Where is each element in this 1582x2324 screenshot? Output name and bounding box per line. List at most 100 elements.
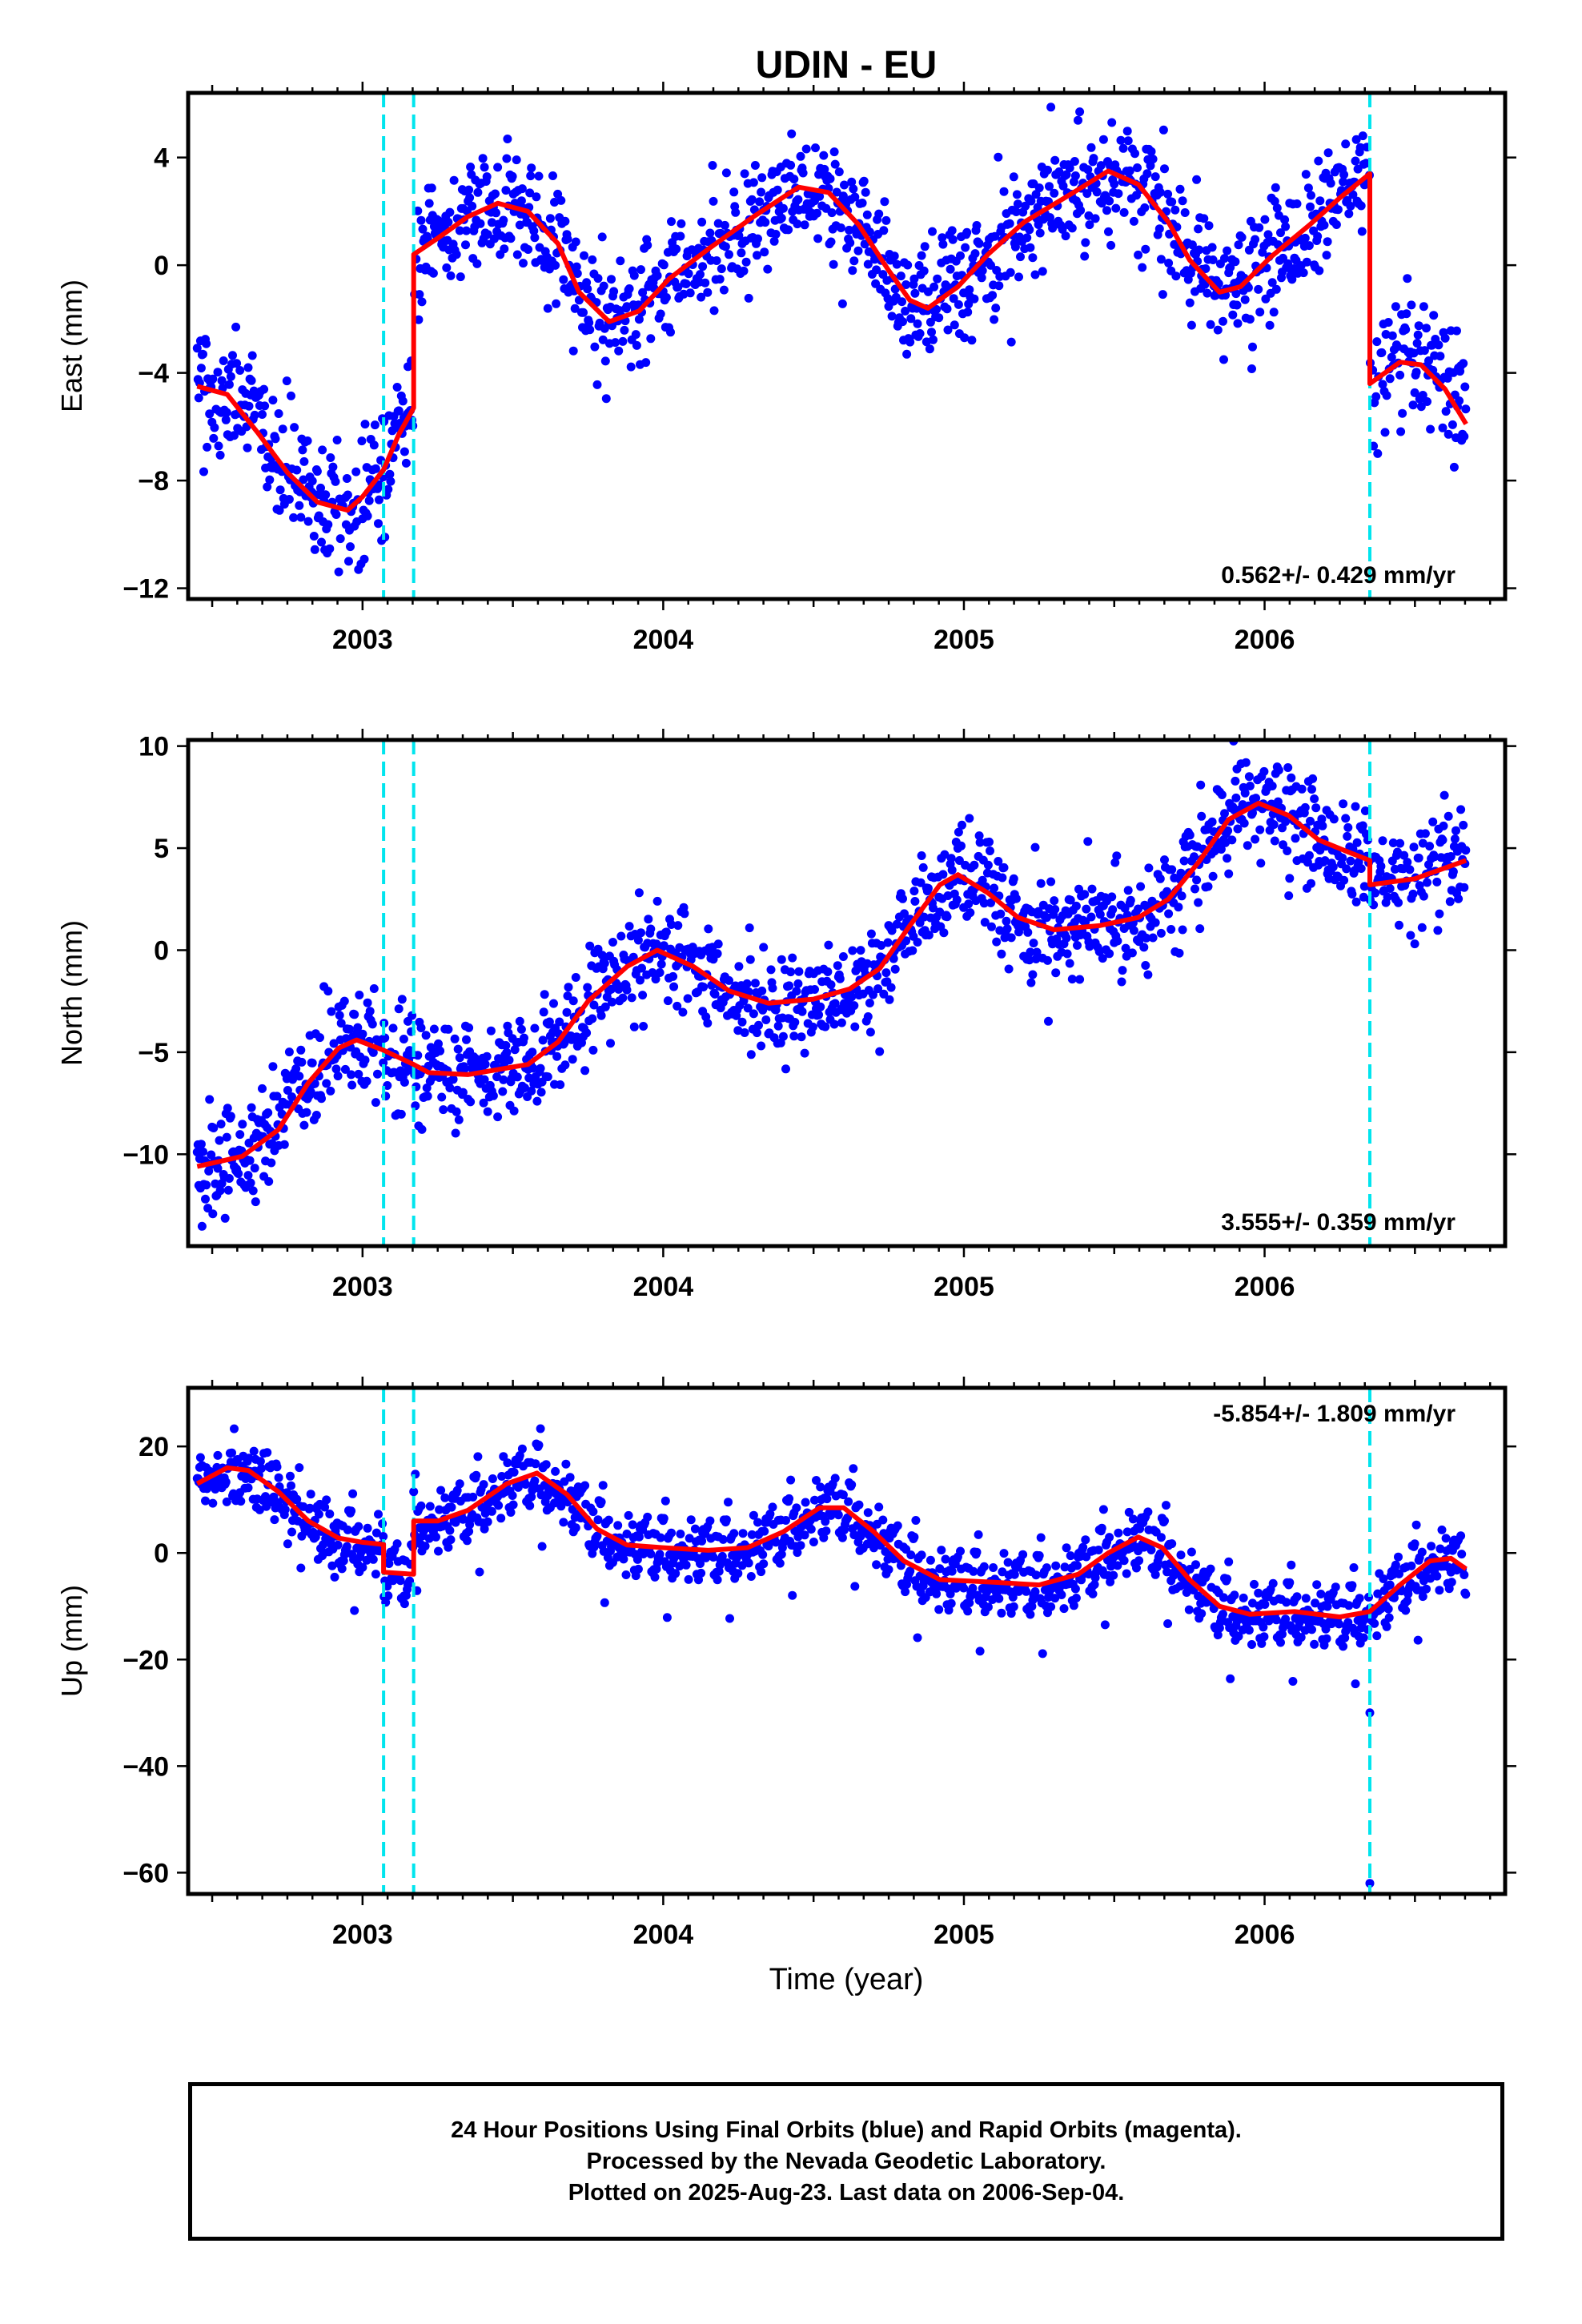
data-point: [910, 288, 920, 298]
data-point: [788, 953, 797, 963]
data-point: [1460, 432, 1469, 441]
data-point: [1150, 1570, 1160, 1579]
data-point: [1123, 136, 1133, 146]
data-point: [1259, 1632, 1269, 1642]
data-point: [964, 300, 974, 309]
data-point: [1046, 103, 1056, 112]
data-point: [1141, 961, 1150, 970]
data-point: [911, 1516, 921, 1525]
data-point: [434, 1546, 443, 1556]
data-point: [816, 1482, 825, 1492]
data-point: [1057, 1590, 1066, 1599]
data-point: [937, 1546, 946, 1555]
data-point: [585, 325, 595, 335]
data-point: [1307, 879, 1315, 888]
data-point: [259, 384, 269, 394]
data-point: [731, 207, 741, 217]
data-point: [1008, 1592, 1018, 1602]
data-point: [423, 234, 432, 243]
data-point: [1319, 220, 1329, 230]
data-point: [1310, 1639, 1319, 1649]
data-point: [601, 394, 611, 404]
data-point: [1311, 1598, 1320, 1608]
data-point: [1441, 407, 1451, 416]
data-point: [1385, 1580, 1395, 1590]
data-point: [1128, 1514, 1138, 1524]
data-point: [1391, 302, 1400, 312]
data-point: [717, 1551, 727, 1561]
data-point: [327, 1007, 336, 1016]
data-point: [227, 1448, 236, 1458]
x-tick-label: 2006: [1235, 1920, 1295, 1950]
data-point: [268, 1062, 278, 1072]
data-point: [1418, 838, 1427, 848]
data-point: [1156, 1533, 1166, 1542]
data-point: [694, 1575, 703, 1585]
data-point: [1163, 1619, 1173, 1628]
data-point: [1344, 1601, 1354, 1610]
data-point: [905, 1566, 915, 1576]
data-point: [501, 1041, 511, 1050]
data-point: [946, 1598, 956, 1608]
data-point: [217, 376, 227, 385]
data-point: [800, 1530, 809, 1540]
data-point: [326, 453, 335, 462]
data-point: [492, 1072, 502, 1082]
data-point: [1208, 871, 1218, 881]
data-point: [1111, 203, 1121, 213]
data-point: [590, 342, 600, 352]
y-tick-label: −12: [122, 574, 169, 605]
data-point: [1129, 216, 1138, 226]
data-point: [1435, 1586, 1444, 1595]
data-point: [1297, 784, 1307, 794]
data-point: [1240, 295, 1250, 304]
data-point: [315, 1033, 324, 1043]
data-point: [1006, 337, 1016, 347]
data-point: [568, 996, 578, 1006]
data-point: [1167, 865, 1177, 875]
data-point: [1046, 877, 1056, 887]
data-point: [840, 180, 849, 190]
data-point: [235, 366, 245, 375]
data-point: [606, 1039, 615, 1048]
data-point: [208, 1498, 218, 1508]
data-point: [761, 218, 770, 227]
data-point: [215, 1186, 225, 1196]
data-point: [1251, 235, 1260, 244]
data-point: [479, 1480, 488, 1490]
x-tick-label: 2004: [633, 625, 694, 655]
data-point: [1143, 1507, 1153, 1517]
data-point: [957, 841, 966, 850]
data-point: [1060, 1562, 1070, 1572]
data-point: [1143, 970, 1153, 979]
data-point: [1141, 244, 1150, 254]
data-point: [373, 1069, 382, 1079]
data-point: [821, 1526, 831, 1536]
data-point: [639, 1022, 648, 1031]
data-point: [661, 927, 671, 937]
data-point: [946, 854, 956, 863]
data-point: [1410, 1539, 1419, 1549]
data-point: [697, 1536, 707, 1546]
data-point: [749, 178, 758, 187]
data-point: [205, 409, 215, 419]
data-point: [203, 442, 212, 452]
data-point: [1333, 205, 1343, 215]
data-point: [255, 1505, 264, 1514]
data-point: [223, 1104, 232, 1113]
data-point: [1323, 237, 1332, 247]
y-tick-label: 4: [154, 143, 169, 174]
x-tick-label: 2006: [1235, 625, 1295, 655]
data-point: [999, 862, 1009, 872]
data-point: [994, 152, 1003, 162]
data-point: [464, 1526, 474, 1536]
data-point: [1213, 1630, 1223, 1640]
data-point: [757, 1567, 766, 1577]
caption-line-1: 24 Hour Positions Using Final Orbits (bl…: [451, 2117, 1242, 2143]
data-point: [999, 1549, 1009, 1558]
data-point: [1219, 355, 1228, 364]
data-point: [1086, 912, 1096, 922]
data-point: [669, 982, 679, 991]
data-point: [1025, 225, 1034, 235]
data-point: [1130, 149, 1139, 159]
